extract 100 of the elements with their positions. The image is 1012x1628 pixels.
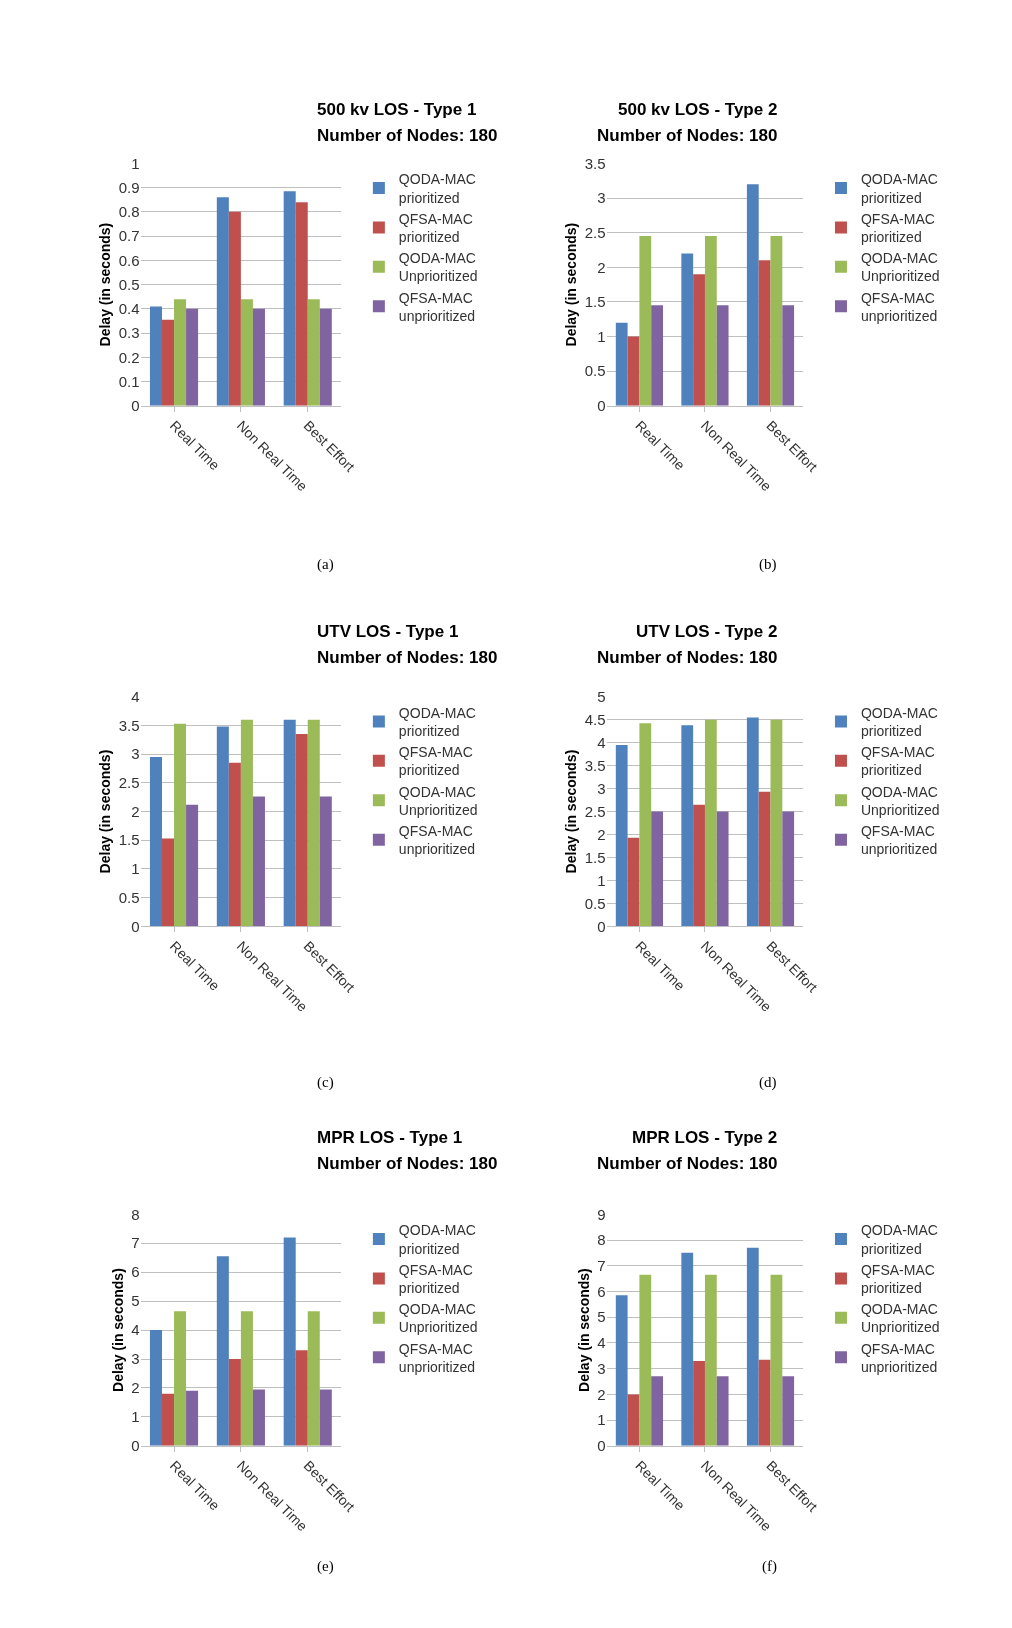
- legend-label: QFSA-MAC prioritized: [398, 210, 473, 246]
- y-tick-label: 2.5: [118, 774, 140, 792]
- y-tick-label: 1: [597, 871, 606, 889]
- bar: [174, 723, 187, 927]
- legend-label: QODA-MAC prioritized: [860, 704, 938, 739]
- bar: [240, 1311, 253, 1446]
- bar: [639, 723, 652, 927]
- y-tick-label: 1.5: [118, 831, 140, 849]
- bar: [174, 299, 187, 406]
- y-tick-label: 2.5: [584, 223, 606, 241]
- bar: [252, 308, 265, 406]
- bar: [681, 725, 694, 927]
- bar: [186, 804, 199, 927]
- text: (b): [759, 556, 777, 573]
- y-tick-label: 0: [597, 1437, 606, 1455]
- y-tick-label: 1: [597, 327, 606, 345]
- bar: [161, 1393, 175, 1446]
- bar: [746, 717, 759, 927]
- bar: [782, 811, 795, 927]
- bar: [704, 719, 717, 927]
- bar: [307, 719, 320, 927]
- bar: [716, 1376, 729, 1446]
- bar: [615, 1295, 628, 1446]
- y-tick-label: 1: [131, 1408, 140, 1426]
- y-tick-label: 3: [131, 745, 140, 763]
- y-tick-label: 2.5: [584, 802, 606, 820]
- text: (e): [317, 1558, 334, 1575]
- bar: [252, 796, 265, 927]
- bar: [693, 1360, 705, 1446]
- legend-label: QFSA-MAC prioritized: [398, 1261, 473, 1296]
- y-tick-label: 2: [131, 802, 140, 820]
- legend-label: QFSA-MAC prioritized: [398, 744, 473, 779]
- y-tick-label: 6: [597, 1282, 606, 1300]
- bar: [319, 308, 332, 406]
- bar: [627, 1394, 640, 1446]
- bar: [283, 1237, 296, 1446]
- bar: [174, 1311, 187, 1446]
- bar: [240, 719, 253, 927]
- bar: [704, 236, 717, 406]
- chart-subtitle: Number of Nodes: 180: [597, 1154, 778, 1173]
- bar: [770, 719, 783, 927]
- y-tick-label: 3.5: [584, 756, 606, 774]
- chart-subtitle: Number of Nodes: 180: [597, 648, 778, 667]
- y-tick-label: 6: [131, 1263, 140, 1281]
- y-axis-title: Delay (in seconds): [109, 1268, 126, 1392]
- y-tick-label: 1: [597, 1411, 606, 1429]
- y-tick-label: 0.8: [118, 203, 140, 221]
- bar: [319, 1389, 332, 1446]
- text: (f): [762, 1558, 777, 1575]
- legend-label: QFSA-MAC unprioritized: [398, 1340, 476, 1375]
- legend-label: QODA-MAC prioritized: [398, 171, 476, 206]
- legend-label: QFSA-MAC unprioritized: [860, 1340, 938, 1375]
- y-tick-label: 0.2: [118, 348, 140, 366]
- bar: [307, 299, 320, 406]
- bar: [149, 1330, 162, 1446]
- bar: [627, 837, 640, 927]
- y-tick-label: 0: [131, 1437, 140, 1455]
- legend-label: QODA-MAC Unprioritized: [860, 250, 940, 285]
- y-tick-label: 0.6: [118, 251, 140, 269]
- y-tick-label: 0.9: [118, 178, 140, 196]
- y-tick-label: 5: [597, 687, 606, 705]
- bar: [651, 811, 664, 927]
- chart-title: 500 kv LOS - Type 2: [618, 100, 778, 119]
- bar: [693, 274, 705, 406]
- y-tick-label: 0.5: [584, 362, 606, 380]
- bar: [295, 1350, 308, 1446]
- y-axis-title: Delay (in seconds): [563, 222, 580, 347]
- y-tick-label: 3: [597, 189, 606, 207]
- legend-label: QODA-MAC Unprioritized: [860, 783, 940, 818]
- y-tick-label: 8: [131, 1205, 140, 1223]
- y-tick-label: 4: [597, 1334, 606, 1352]
- y-tick-label: 0: [597, 917, 606, 935]
- text: Number of Nodes: 180: [317, 126, 498, 145]
- y-tick-label: 0.5: [584, 894, 606, 912]
- y-tick-label: 4: [597, 733, 606, 751]
- bar: [770, 1274, 783, 1446]
- bar: [746, 184, 759, 406]
- y-tick-label: 1: [131, 860, 140, 878]
- bar: [307, 1311, 320, 1446]
- bar: [149, 757, 162, 927]
- text: MPR LOS - Type 1: [317, 1128, 463, 1147]
- y-tick-label: 7: [131, 1234, 140, 1252]
- y-tick-label: 2: [131, 1379, 140, 1397]
- y-tick-label: 0.5: [118, 888, 140, 906]
- text: 500 kv LOS - Type 1: [317, 100, 477, 119]
- bar: [295, 202, 308, 406]
- bar: [186, 308, 199, 406]
- bar: [627, 336, 640, 406]
- bar: [681, 1252, 694, 1446]
- y-tick-label: 3.5: [584, 154, 606, 172]
- chart-title: UTV LOS - Type 2: [636, 622, 778, 641]
- y-tick-label: 0: [131, 917, 140, 935]
- y-tick-label: 3: [597, 1359, 606, 1377]
- bar: [758, 791, 771, 927]
- bar: [216, 726, 229, 927]
- y-tick-label: 3: [597, 779, 606, 797]
- text: (a): [317, 556, 334, 573]
- bar: [216, 197, 229, 406]
- bar: [782, 1376, 795, 1446]
- bar: [161, 838, 175, 927]
